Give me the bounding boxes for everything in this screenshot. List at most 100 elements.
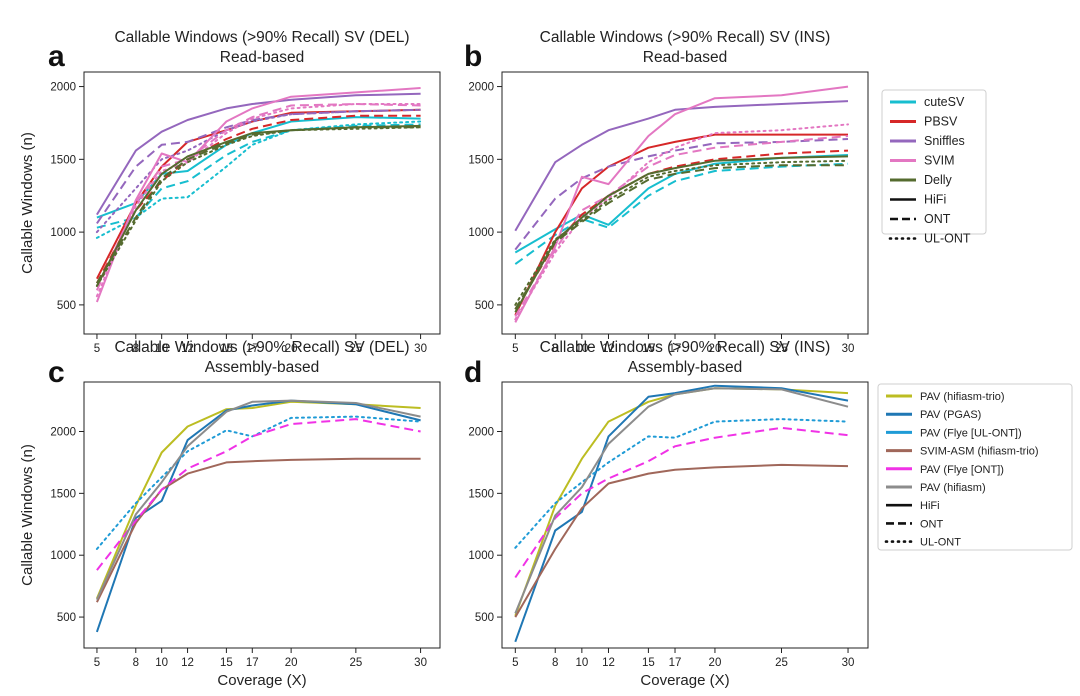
y-tick-label: 1000 — [468, 550, 494, 562]
plot-frame-c — [83, 381, 441, 649]
panel-d-subtitle: Assembly-based — [628, 359, 743, 376]
y-tick-label: 2000 — [50, 426, 76, 438]
legend-assembly-based: PAV (hifiasm-trio) PAV (PGAS) PAV (Flye [U… — [877, 383, 1073, 551]
x-tick-label: 17 — [669, 343, 682, 355]
series-group-a — [95, 87, 422, 303]
panel-a-subtitle: Read-based — [220, 49, 304, 66]
x-tick-label: 12 — [602, 343, 615, 355]
x-tick-label: 30 — [842, 343, 855, 355]
x-tick-label: 10 — [575, 343, 588, 355]
x-axis-label: Coverage (X) — [640, 672, 729, 689]
legend-label: UL-ONT — [924, 232, 971, 246]
y-tick-label: 500 — [57, 300, 76, 312]
x-tick-label: 12 — [181, 343, 194, 355]
series-line-cutesv-ont — [514, 162, 849, 265]
series-line-delly-hifi — [514, 155, 849, 313]
x-tick-label: 20 — [709, 657, 722, 669]
series-line-delly-ul-ont — [95, 126, 422, 287]
panel-d-title: Callable Windows (>90% Recall) SV (INS) — [540, 339, 831, 356]
x-tick-label: 20 — [285, 343, 298, 355]
series-group-d — [514, 384, 849, 643]
x-tick-label: 8 — [133, 343, 139, 355]
series-line-pav-hifiasm-hifi — [514, 387, 849, 614]
legend-label: PAV (hifiasm-trio) — [920, 391, 1005, 403]
series-line-pbsv-hifi — [514, 133, 848, 316]
series-line-svim-ul-ont — [514, 123, 849, 321]
x-tick-label: 12 — [181, 657, 194, 669]
series-line-pav-hifiasm-hifi — [95, 399, 421, 601]
x-axis-label: Coverage (X) — [217, 672, 306, 689]
legend-label: ONT — [924, 212, 951, 226]
y-tick-label: 1000 — [50, 227, 76, 239]
legend-label: cuteSV — [924, 95, 965, 109]
legend-label: PBSV — [924, 115, 958, 129]
x-tick-label: 12 — [602, 657, 615, 669]
x-tick-label: 20 — [709, 343, 722, 355]
series-line-pav-flye-ont-ont — [96, 418, 421, 571]
y-tick-label: 1500 — [468, 488, 494, 500]
y-tick-label: 1500 — [50, 488, 76, 500]
series-line-delly-ont — [96, 126, 421, 284]
series-line-sniffles-ont — [514, 138, 849, 251]
x-tick-label: 8 — [552, 657, 558, 669]
y-axis-label: Callable Windows (n) — [19, 444, 36, 586]
legend-label: Delly — [924, 173, 953, 187]
panel-b: Callable Windows (>90% Recall) SV (INS) R… — [464, 29, 869, 355]
series-line-svim-ul-ont — [95, 103, 422, 298]
y-tick-label: 1500 — [50, 154, 76, 166]
series-line-pbsv-ont — [96, 114, 421, 284]
panel-a: Callable Windows (>90% Recall) SV (DEL) R… — [19, 29, 441, 355]
series-line-pav-pgas-hifi — [514, 384, 849, 643]
series-line-sniffles-hifi — [96, 92, 421, 216]
legend-label: PAV (hifiasm) — [920, 482, 986, 494]
legend-label: PAV (Flye [UL-ONT]) — [920, 427, 1022, 439]
series-line-pav-flye-ont-ont — [514, 426, 849, 579]
series-group-c — [95, 399, 422, 633]
legend-label: PAV (PGAS) — [920, 409, 981, 421]
legend-label: ONT — [920, 518, 944, 530]
legend-read-based-frame — [881, 89, 987, 235]
y-tick-label: 1000 — [468, 227, 494, 239]
panel-c-subtitle: Assembly-based — [205, 359, 320, 376]
series-line-cutesv-ul-ont — [95, 120, 422, 239]
x-tick-label: 5 — [94, 343, 100, 355]
x-tick-label: 8 — [552, 343, 558, 355]
series-line-pav-hifiasm-trio-hifi — [95, 400, 421, 599]
x-tick-label: 15 — [220, 657, 233, 669]
x-tick-label: 15 — [220, 343, 233, 355]
x-tick-label: 30 — [842, 657, 855, 669]
panel-a-title: Callable Windows (>90% Recall) SV (DEL) — [114, 29, 409, 46]
legend-label: SVIM — [924, 154, 955, 168]
series-line-svim-asm-hifiasm-trio-hifi — [96, 457, 421, 603]
plot-frame-a — [83, 71, 441, 335]
series-line-pav-flye-ul-ont-ul-ont — [514, 418, 849, 549]
series-line-svim-hifi — [95, 87, 421, 303]
panel-letter-b: b — [464, 40, 482, 73]
series-line-pav-hifiasm-trio-hifi — [514, 387, 849, 617]
series-line-svim-asm-hifiasm-trio-hifi — [514, 463, 849, 618]
legend-label: UL-ONT — [920, 537, 961, 549]
x-tick-label: 25 — [349, 657, 362, 669]
y-tick-label: 2000 — [50, 82, 76, 94]
y-tick-label: 2000 — [468, 426, 494, 438]
x-tick-label: 17 — [246, 657, 259, 669]
x-tick-label: 30 — [414, 343, 427, 355]
panel-letter-c: c — [48, 356, 65, 389]
series-line-sniffles-ont — [96, 108, 421, 224]
x-tick-label: 17 — [669, 657, 682, 669]
series-line-svim-ont — [514, 135, 849, 318]
x-tick-label: 5 — [512, 657, 518, 669]
panel-c-title: Callable Windows (>90% Recall) SV (DEL) — [114, 339, 409, 356]
x-tick-label: 20 — [285, 657, 298, 669]
plot-frame-d — [501, 381, 869, 649]
x-tick-label: 10 — [155, 343, 168, 355]
panel-letter-a: a — [48, 40, 65, 73]
panel-d: Callable Windows (>90% Recall) SV (INS) A… — [464, 339, 869, 689]
legend-label: SVIM-ASM (hifiasm-trio) — [920, 446, 1039, 458]
x-tick-label: 15 — [642, 657, 655, 669]
legend-label: PAV (Flye [ONT]) — [920, 464, 1004, 476]
legend-label: HiFi — [924, 193, 946, 207]
panel-c: Callable Windows (>90% Recall) SV (DEL) A… — [19, 339, 441, 689]
x-tick-label: 5 — [94, 657, 100, 669]
